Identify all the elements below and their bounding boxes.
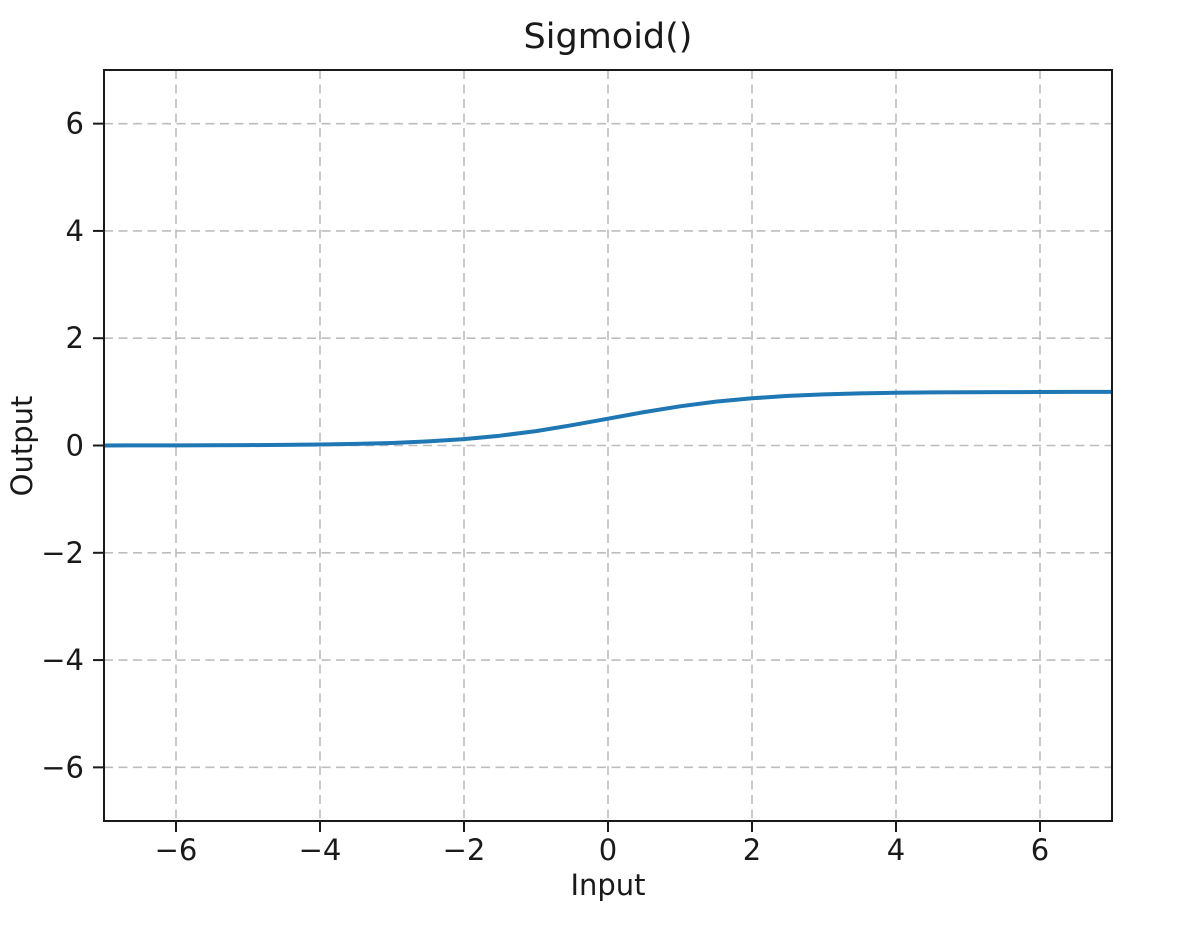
y-tick-label: −2 (41, 536, 84, 570)
chart-title: Sigmoid() (523, 17, 693, 57)
y-tick-label: −6 (41, 750, 84, 784)
y-tick-label: 4 (66, 214, 84, 248)
y-tick-label: 6 (66, 107, 84, 141)
y-tick-label: −4 (41, 643, 84, 677)
x-tick-label: 4 (887, 833, 905, 867)
y-axis-label: Output (5, 395, 39, 497)
x-tick-label: 2 (743, 833, 761, 867)
x-tick-label: −2 (443, 833, 486, 867)
sigmoid-curve (103, 389, 1112, 448)
y-tick-label: 0 (66, 429, 84, 463)
x-axis-label: Input (570, 868, 646, 902)
x-tick-label: 6 (1031, 833, 1049, 867)
x-tick-label: −6 (155, 833, 198, 867)
x-tick-label: −4 (299, 833, 342, 867)
x-tick-label: 0 (599, 833, 617, 867)
y-tick-label: 2 (66, 321, 84, 355)
